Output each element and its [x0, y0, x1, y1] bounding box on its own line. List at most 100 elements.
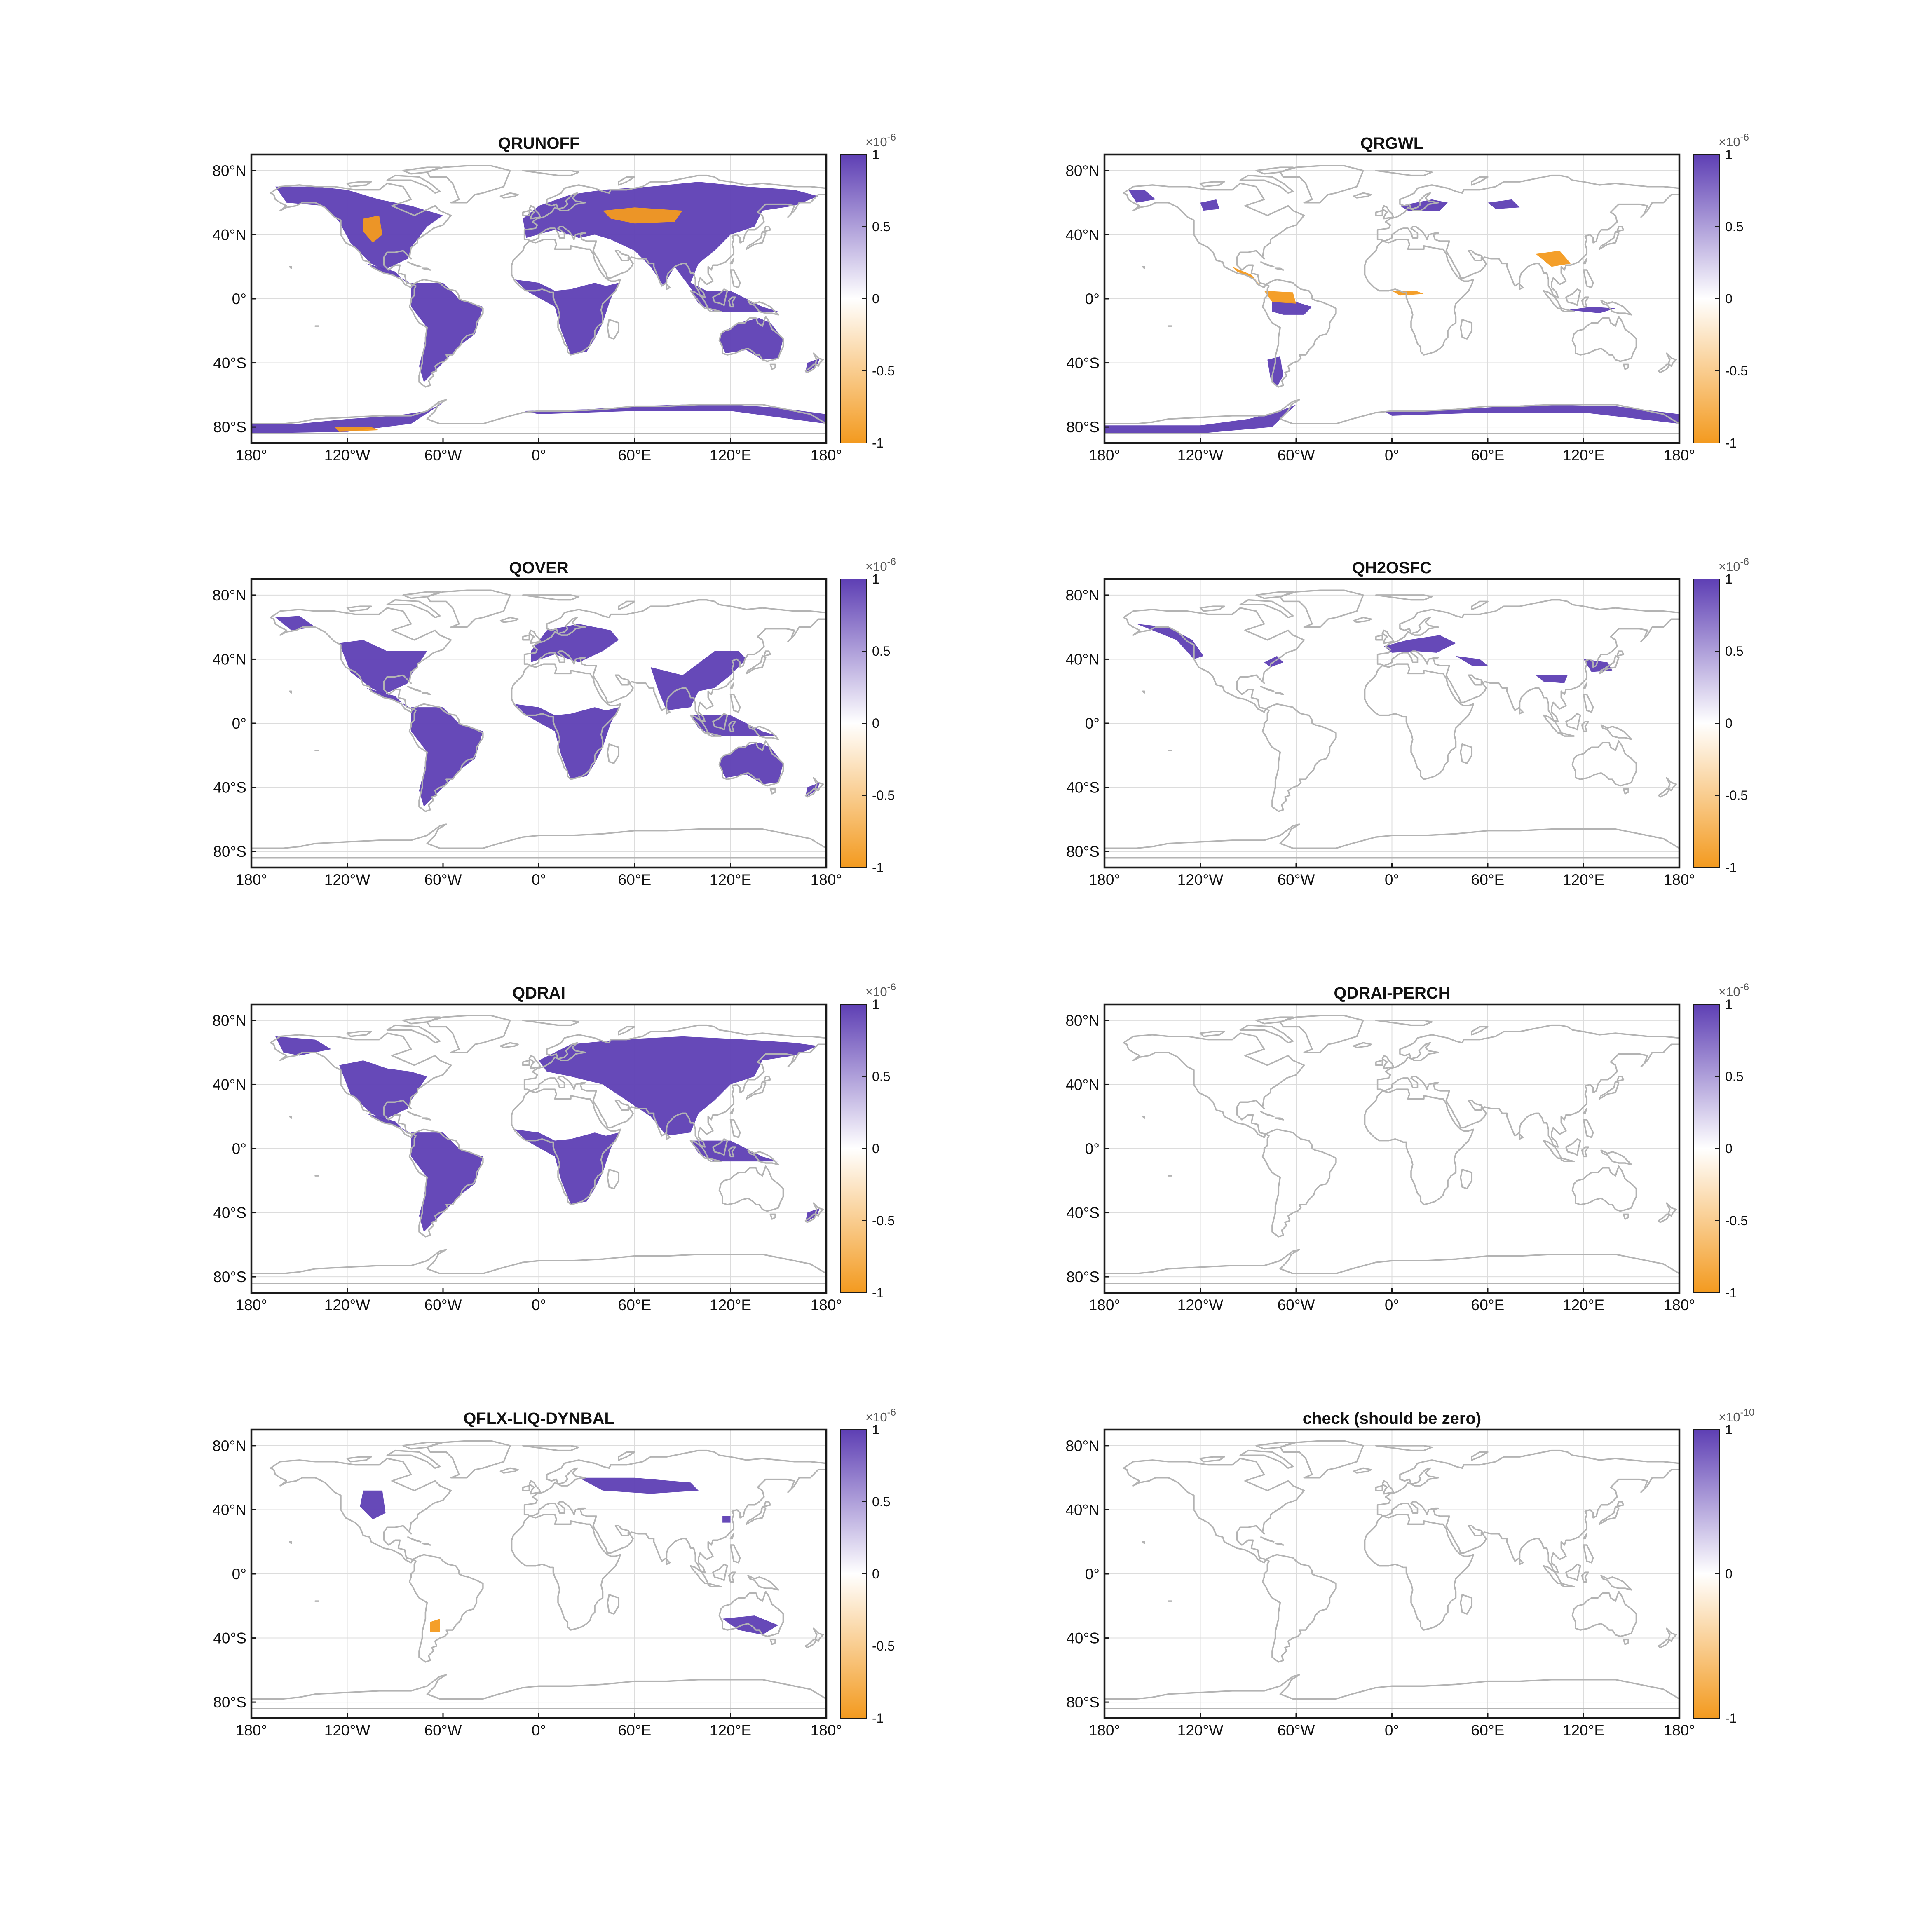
coastline	[804, 1639, 818, 1648]
colorbar-tick-label: 1	[1725, 997, 1733, 1012]
colorbar-tick-label: 0.5	[872, 644, 890, 659]
coastline	[346, 181, 372, 188]
lon-tick-label: 180°	[811, 871, 842, 888]
lat-tick-label: 80°S	[1066, 1268, 1100, 1285]
coastline	[1471, 1451, 1489, 1461]
negative-value-region	[334, 427, 379, 432]
colorbar-tick-label: -1	[1725, 860, 1737, 875]
coastline	[1123, 1032, 1305, 1138]
lon-tick-label: 60°E	[618, 1722, 652, 1739]
lon-tick-label: 0°	[1385, 871, 1399, 888]
coastline	[1658, 363, 1671, 373]
positive-value-region	[650, 651, 747, 710]
coastline	[1381, 1055, 1395, 1069]
colorbar	[840, 1429, 867, 1719]
coastline	[666, 284, 671, 290]
coastline	[804, 1213, 818, 1223]
colorbar-tick-label: 0	[1725, 716, 1733, 731]
colorbar-tick-label: 0	[872, 716, 879, 731]
coastline	[1279, 1015, 1364, 1053]
coastline	[421, 267, 431, 271]
coastline	[1560, 307, 1575, 312]
coastline	[528, 629, 542, 644]
map-panel: check (should be zero) 180° 120°W 60°W 0° 60°…	[1065, 1407, 1754, 1739]
coastline	[746, 1080, 767, 1100]
lat-tick-label: 40°N	[212, 1076, 246, 1093]
coastline	[1353, 192, 1372, 199]
lon-tick-label: 180°	[1089, 1722, 1121, 1739]
panel-title: check (should be zero)	[1303, 1409, 1481, 1428]
coastline	[1519, 708, 1524, 715]
coastline	[1142, 1541, 1145, 1544]
coastline	[511, 239, 621, 356]
lon-tick-label: 120°W	[1177, 1722, 1224, 1739]
colorbar-exponent: ×10-6	[865, 1407, 896, 1424]
coastline	[402, 166, 441, 175]
coastline	[251, 399, 826, 434]
coastline	[1261, 279, 1337, 388]
lon-tick-label: 120°E	[710, 1297, 751, 1313]
positive-value-region	[719, 742, 783, 784]
lat-tick-label: 40°S	[1066, 1205, 1100, 1222]
coastline	[346, 1031, 372, 1037]
coastline	[763, 1501, 771, 1508]
coastline	[763, 226, 771, 232]
coastline	[746, 230, 767, 250]
positive-value-region	[275, 1036, 331, 1056]
lat-tick-label: 0°	[232, 1140, 246, 1157]
coastline	[1255, 1442, 1294, 1450]
colorbar-tick-label: 0	[1725, 1566, 1733, 1581]
coastline	[270, 1032, 452, 1138]
colorbar-tick-label: -1	[872, 1711, 884, 1726]
positive-value-region	[251, 403, 443, 434]
colorbar-tick-label: 0	[872, 1566, 879, 1581]
coastline	[523, 174, 826, 298]
colorbar-exponent: ×10-6	[865, 982, 896, 999]
positive-value-region	[1128, 190, 1156, 203]
coastline	[1623, 788, 1629, 795]
panel-title: QDRAI-PERCH	[1334, 984, 1450, 1002]
coastline	[1364, 1514, 1474, 1631]
coastline	[1274, 267, 1284, 271]
coastline	[707, 1157, 722, 1162]
lat-tick-label: 40°N	[1065, 1076, 1100, 1093]
coastline	[1376, 174, 1679, 298]
colorbar-tick-label: 0	[1725, 1141, 1733, 1156]
lat-tick-label: 40°S	[213, 1205, 246, 1222]
coastline	[1104, 1674, 1679, 1709]
coastline	[1658, 1213, 1671, 1223]
colorbar-tick-label: 0.5	[872, 1494, 890, 1509]
coastline	[270, 607, 452, 713]
lon-tick-label: 120°E	[710, 1722, 751, 1739]
lat-tick-label: 80°N	[1065, 1437, 1100, 1454]
colorbar-tick-label: -1	[1725, 436, 1737, 450]
coastline	[1375, 210, 1383, 216]
coastline	[1261, 703, 1337, 812]
lon-tick-label: 60°E	[1471, 1722, 1505, 1739]
coastline	[666, 1559, 671, 1565]
colorbar	[1693, 1004, 1720, 1293]
colorbar-tick-label: -0.5	[872, 1639, 895, 1653]
coastline	[407, 1536, 422, 1543]
colorbar-tick-label: -1	[872, 436, 884, 450]
lat-tick-label: 40°S	[1066, 1630, 1100, 1647]
coastline	[746, 1505, 767, 1525]
coastline	[1471, 1026, 1489, 1036]
positive-value-region	[1136, 624, 1204, 659]
positive-value-region	[411, 283, 483, 382]
coastline	[1543, 1565, 1562, 1585]
coastline	[1376, 1449, 1679, 1573]
colorbar-tick-label: 0.5	[872, 219, 890, 234]
coastline	[1239, 599, 1294, 619]
lat-tick-label: 40°S	[213, 779, 246, 796]
lon-tick-label: 180°	[1664, 1722, 1695, 1739]
coastline	[747, 300, 779, 316]
coastline	[666, 708, 671, 715]
coastline	[689, 714, 709, 734]
lon-tick-label: 120°W	[324, 1297, 370, 1313]
coastline	[1255, 591, 1294, 599]
map-panel: QRUNOFF 180° 120°W 60°W 0° 60°E 120°E 180° 80°N 4…	[212, 132, 896, 464]
lat-tick-label: 80°N	[212, 1012, 246, 1029]
colorbar-tick-label: 0	[872, 291, 879, 306]
coastline	[1353, 617, 1372, 623]
